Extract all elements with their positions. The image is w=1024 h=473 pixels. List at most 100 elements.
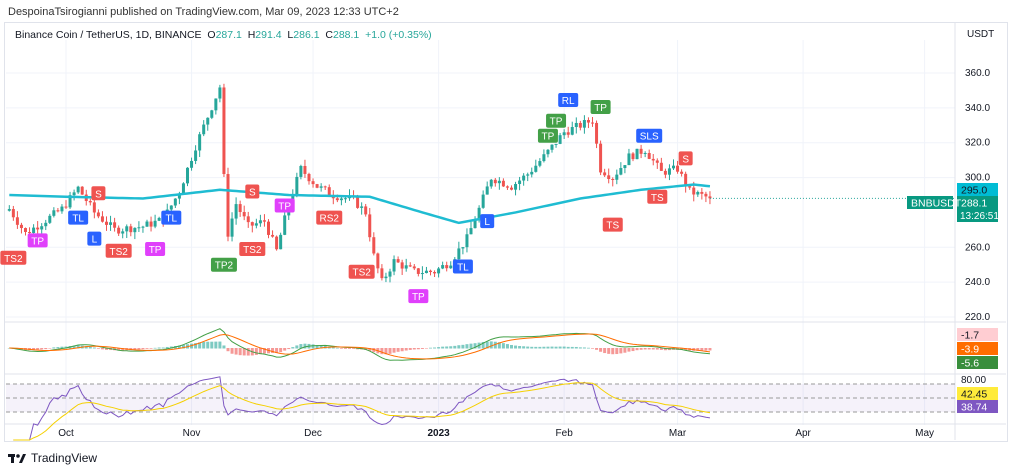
rsi-ma-line <box>13 382 711 441</box>
signal-marker-label: TP <box>31 236 44 247</box>
candle-body <box>218 87 222 99</box>
candle-body <box>230 218 234 237</box>
x-tick-label: Dec <box>304 428 322 439</box>
candle-body <box>343 198 347 200</box>
macd-histogram-bar <box>465 344 469 349</box>
tradingview-logo-icon <box>8 454 26 463</box>
signal-marker-label: TS2 <box>4 254 23 265</box>
macd-histogram-bar <box>343 348 347 349</box>
candle-body <box>522 175 526 181</box>
macd-histogram-bar <box>546 346 550 349</box>
candle-body <box>214 98 218 111</box>
close-label: C <box>325 29 333 41</box>
candle-body <box>615 174 619 180</box>
candle-body <box>7 209 11 211</box>
macd-histogram-bar <box>538 346 542 349</box>
candle-body <box>234 204 238 219</box>
signal-marker-label: TS2 <box>243 245 262 256</box>
y-tick-label: 240.0 <box>965 277 990 288</box>
candle-body <box>574 122 578 128</box>
candle-body <box>396 259 400 263</box>
macd-histogram-bar <box>218 341 222 349</box>
candle-body <box>643 153 647 155</box>
candle-body <box>48 215 52 223</box>
candle-body <box>384 276 388 279</box>
last-price-label: 288.1 <box>961 198 987 210</box>
candle-body <box>169 205 173 210</box>
macd-histogram-bar <box>392 348 396 353</box>
signal-marker <box>452 259 473 274</box>
rsi-line <box>13 376 711 441</box>
macd-histogram-bar <box>76 345 80 349</box>
candle-body <box>376 253 380 269</box>
macd-histogram-bar <box>44 348 48 350</box>
candle-body <box>400 262 404 269</box>
macd-histogram-bar <box>177 345 181 349</box>
macd-histogram-bar <box>92 347 96 349</box>
signal-marker <box>602 217 623 232</box>
candle-body <box>76 186 80 193</box>
candle-body <box>360 206 364 208</box>
candle-body <box>465 234 469 248</box>
macd-histogram-bar <box>145 348 149 349</box>
candle-body <box>190 160 194 168</box>
macd-histogram-bar <box>56 347 60 349</box>
candle-body <box>663 170 667 175</box>
candle-body <box>295 176 299 195</box>
macd-histogram-bar <box>607 348 611 354</box>
macd-histogram-bar <box>48 348 52 349</box>
candle-body <box>639 148 643 154</box>
open-label: O <box>207 29 216 41</box>
macd-histogram-bar <box>550 346 554 349</box>
macd-histogram-bar <box>133 348 137 350</box>
rsi-upper-label: 80.00 <box>961 375 986 386</box>
x-tick-label: 2023 <box>427 428 450 439</box>
macd-histogram-bar <box>380 348 384 355</box>
macd-histogram-bar <box>348 348 351 349</box>
candle-body <box>505 186 509 188</box>
macd-histogram-bar <box>96 348 100 349</box>
candle-body <box>445 265 449 269</box>
macd-histogram-bar <box>72 345 76 349</box>
macd-signal-label-bg <box>957 342 998 355</box>
candle-body <box>566 132 570 135</box>
signal-marker-label: TS2 <box>109 247 128 258</box>
candle-body <box>186 167 189 184</box>
macd-histogram-bar <box>388 348 392 354</box>
macd-histogram-bar <box>400 348 404 352</box>
macd-histogram-bar <box>501 343 505 349</box>
signal-marker <box>408 289 429 304</box>
candle-body <box>655 160 659 163</box>
macd-histogram-bar <box>372 348 376 353</box>
candle-body <box>364 206 368 215</box>
signal-marker-label: SLS <box>640 132 659 143</box>
macd-line <box>9 328 710 361</box>
signal-marker-label: TL <box>457 262 469 273</box>
signal-marker <box>546 113 567 128</box>
candle-body <box>562 132 566 136</box>
macd-signal-line <box>9 333 711 360</box>
open-value: 287.1 <box>215 29 242 41</box>
candle-body <box>708 196 712 199</box>
candle-body <box>275 236 279 250</box>
signal-marker-label: S <box>682 154 689 165</box>
candle-body <box>546 149 550 155</box>
macd-histogram-bar <box>339 348 343 349</box>
macd-histogram-bar <box>52 347 56 349</box>
signal-marker-label: TP <box>412 292 425 303</box>
macd-histogram-bar <box>238 348 242 356</box>
macd-histogram-bar <box>137 348 141 350</box>
candle-body <box>40 226 44 230</box>
candle-body <box>631 153 635 160</box>
candle-body <box>433 272 437 274</box>
candle-body <box>311 181 315 185</box>
ma-price-label: 295.0 <box>961 185 987 197</box>
macd-histogram-bar <box>303 343 307 349</box>
macd-histogram-bar <box>469 343 473 349</box>
signal-marker-label: TS2 <box>352 268 371 279</box>
change-value: +1.0 (+0.35%) <box>365 29 432 41</box>
macd-histogram-bar <box>100 348 104 350</box>
candle-body <box>595 122 599 144</box>
symbol-title[interactable]: Binance Coin / TetherUS, 1D, BINANCE <box>15 29 202 41</box>
